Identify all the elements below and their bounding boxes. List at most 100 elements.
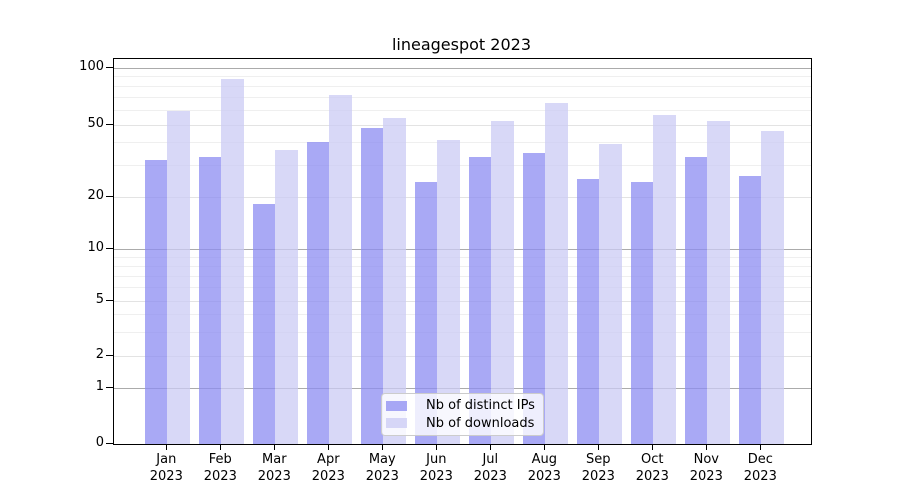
y-tick-label-50: 50 [87,115,104,131]
y-gridline-10 [114,249,811,250]
y-minor-gridline-30 [114,164,811,166]
x-tick-year: 2023 [527,469,561,484]
x-tick-label-apr: Apr 2023 [301,451,355,485]
x-tick-year: 2023 [365,469,399,484]
x-tick-jan [165,444,167,450]
y-minor-gridline-80 [114,85,811,87]
x-tick-month: Oct [641,452,664,467]
bar-distinct-ips-nov [684,157,708,444]
x-tick-oct [651,444,653,450]
y-gridline-5 [114,301,811,302]
bar-downloads-nov [707,121,730,444]
x-tick-label-aug: Aug 2023 [517,451,571,485]
bar-distinct-ips-oct [630,182,654,444]
bar-distinct-ips-jan [144,159,168,444]
x-tick-label-sep: Sep 2023 [571,451,625,485]
y-tick-label-100: 100 [79,58,104,74]
bar-downloads-oct [653,115,676,444]
y-tick-2 [106,355,113,356]
y-gridline-1 [114,388,811,389]
bar-downloads-feb [221,78,244,444]
plot-area [113,58,812,445]
bar-downloads-mar [275,150,298,444]
y-tick-label-0: 0 [95,435,104,450]
bar-distinct-ips-may [360,127,384,444]
legend-item-distinct-ips: Nb of distinct IPs [386,397,538,415]
x-tick-month: Nov [693,452,719,467]
x-tick-year: 2023 [203,469,237,484]
x-tick-month: Apr [317,452,340,467]
x-tick-month: Feb [208,452,232,467]
bar-downloads-jan [167,110,190,444]
chart-title: lineagespot 2023 [391,35,532,54]
legend-item-downloads: Nb of downloads [386,415,538,433]
x-tick-month: Jun [426,452,447,467]
y-tick-100 [106,66,113,68]
bar-distinct-ips-aug [522,152,546,444]
y-minor-gridline-9 [114,256,811,258]
y-minor-gridline-7 [114,275,811,277]
x-tick-month: Mar [262,452,287,467]
x-tick-month: Dec [747,452,773,467]
y-minor-gridline-70 [114,96,811,98]
x-tick-label-oct: Oct 2023 [625,451,679,485]
x-tick-label-jan: Jan 2023 [139,451,193,485]
bar-downloads-may [383,118,406,444]
y-minor-gridline-40 [114,142,811,144]
y-tick-20 [106,195,113,197]
x-tick-apr [327,444,329,450]
bar-downloads-dec [761,131,784,444]
bar-distinct-ips-mar [252,204,276,444]
y-minor-gridline-90 [114,76,811,78]
x-tick-year: 2023 [689,469,723,484]
y-tick-5 [106,300,113,301]
legend: Nb of distinct IPs Nb of downloads [381,393,544,436]
x-tick-may [381,444,383,450]
bar-downloads-apr [329,94,352,444]
x-tick-year: 2023 [743,469,777,484]
x-tick-feb [219,444,221,450]
x-tick-label-may: May 2023 [355,451,409,485]
x-tick-year: 2023 [257,469,291,484]
bar-downloads-aug [545,102,568,444]
bar-distinct-ips-sep [576,178,600,444]
x-tick-mar [273,444,275,450]
x-tick-month: Jul [482,452,499,467]
y-minor-gridline-8 [114,265,811,267]
y-tick-label-20: 20 [87,187,104,203]
y-minor-gridline-60 [114,109,811,111]
y-tick-label-10: 10 [87,240,104,255]
x-tick-year: 2023 [419,469,453,484]
y-tick-label-1: 1 [95,379,104,394]
x-tick-year: 2023 [311,469,345,484]
x-tick-label-jul: Jul 2023 [463,451,517,485]
x-tick-label-feb: Feb 2023 [193,451,247,485]
y-minor-gridline-6 [114,287,811,289]
x-tick-aug [543,444,545,450]
x-tick-month: Aug [531,452,557,467]
x-tick-year: 2023 [581,469,615,484]
bar-downloads-jul [491,121,514,444]
x-tick-year: 2023 [635,469,669,484]
y-tick-10 [106,248,113,249]
y-minor-gridline-3 [114,331,811,333]
y-minor-gridline-4 [114,314,811,316]
x-tick-month: Sep [586,452,611,467]
legend-swatch-distinct-ips [386,400,407,411]
x-tick-label-nov: Nov 2023 [679,451,733,485]
bar-distinct-ips-apr [306,142,330,444]
y-gridline-20 [114,196,811,198]
x-tick-jul [489,444,491,450]
bar-distinct-ips-jul [468,157,492,444]
y-gridline-50 [114,124,811,126]
y-tick-1 [106,387,113,388]
x-tick-year: 2023 [149,469,183,484]
bar-downloads-sep [599,144,622,444]
x-tick-label-mar: Mar 2023 [247,451,301,485]
y-tick-label-2: 2 [95,347,104,362]
x-tick-sep [597,444,599,450]
bar-distinct-ips-jun [414,182,438,444]
y-tick-label-5: 5 [95,292,104,307]
x-tick-nov [705,444,707,450]
